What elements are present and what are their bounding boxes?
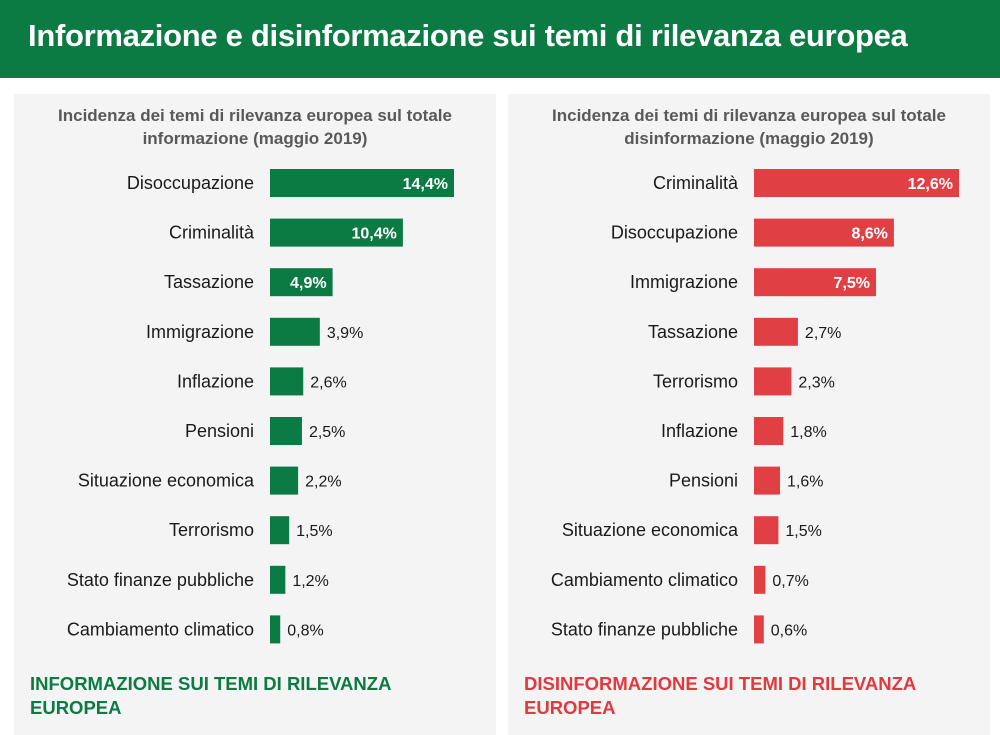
- disinformation-value-label: 2,7%: [805, 325, 841, 342]
- information-bar-row: Cambiamento climatico 0,8%: [67, 615, 324, 644]
- information-bar: [270, 565, 286, 594]
- disinformation-bar: [754, 417, 784, 445]
- disinformation-bar: [754, 218, 894, 247]
- information-bar-row: Criminalità 10,4%: [169, 218, 403, 247]
- information-value-label: 2,2%: [305, 474, 341, 491]
- disinformation-chart-title: Incidenza dei temi di rilevanza europea …: [552, 106, 946, 148]
- disinformation-bar: [754, 367, 792, 396]
- information-bar: [270, 417, 302, 445]
- information-bar-chart: Disoccupazione 14,4% Criminalità 10,4% Tassa…: [67, 169, 454, 644]
- disinformation-value-label: 8,6%: [851, 226, 887, 243]
- disinformation-category-label: Situazione economica: [562, 520, 739, 540]
- disinformation-bar: [754, 516, 779, 545]
- disinformation-footer-label: DISINFORMAZIONE SUI TEMI DI RILEVANZA EU…: [524, 673, 916, 718]
- disinformation-bar-row: Inflazione 1,8%: [661, 417, 827, 445]
- information-value-label: 2,6%: [310, 374, 346, 391]
- information-bar-row: Inflazione 2,6%: [177, 367, 347, 396]
- disinformation-bar-row: Situazione economica 1,5%: [562, 516, 822, 545]
- information-value-label: 3,9%: [327, 325, 363, 342]
- information-footer-label: INFORMAZIONE SUI TEMI DI RILEVANZA EUROP…: [30, 673, 391, 718]
- disinformation-bar-row: Immigrazione 7,5%: [630, 268, 877, 297]
- information-value-label: 14,4%: [403, 176, 448, 193]
- disinformation-bar: [754, 466, 781, 495]
- disinformation-bar-row: Criminalità 12,6%: [653, 169, 959, 197]
- information-bar-row: Terrorismo 1,5%: [169, 516, 333, 545]
- information-value-label: 0,8%: [287, 622, 323, 639]
- information-category-label: Situazione economica: [78, 471, 255, 491]
- information-bar: [270, 516, 290, 545]
- disinformation-bar-row: Terrorismo 2,3%: [653, 367, 835, 396]
- information-panel: Incidenza dei temi di rilevanza europea …: [14, 94, 496, 735]
- disinformation-bar: [754, 169, 959, 197]
- disinformation-category-label: Inflazione: [661, 421, 738, 441]
- disinformation-bar-row: Pensioni 1,6%: [669, 466, 824, 495]
- disinformation-category-label: Tassazione: [648, 322, 738, 342]
- disinformation-bar-row: Tassazione 2,7%: [648, 317, 841, 346]
- information-category-label: Cambiamento climatico: [67, 619, 254, 639]
- disinformation-value-label: 1,8%: [790, 424, 826, 441]
- information-bar: [270, 615, 281, 644]
- information-category-label: Criminalità: [169, 223, 255, 243]
- information-bar: [270, 367, 304, 396]
- information-category-label: Stato finanze pubbliche: [67, 570, 254, 590]
- disinformation-value-label: 7,5%: [834, 275, 870, 292]
- information-bar: [270, 317, 320, 346]
- information-bar-row: Immigrazione 3,9%: [146, 317, 363, 346]
- disinformation-category-label: Stato finanze pubbliche: [551, 619, 738, 639]
- information-category-label: Pensioni: [185, 421, 254, 441]
- information-bar-row: Situazione economica 2,2%: [78, 466, 342, 495]
- information-value-label: 2,5%: [309, 424, 345, 441]
- information-category-label: Disoccupazione: [127, 173, 254, 193]
- information-value-label: 1,5%: [296, 523, 332, 540]
- header-banner: Informazione e disinformazione sui temi …: [0, 0, 1000, 78]
- information-bar-row: Pensioni 2,5%: [185, 417, 345, 445]
- disinformation-value-label: 12,6%: [908, 176, 953, 193]
- disinformation-value-label: 0,6%: [771, 622, 807, 639]
- information-value-label: 10,4%: [352, 226, 397, 243]
- disinformation-bar: [754, 268, 877, 297]
- disinformation-bar-row: Stato finanze pubbliche 0,6%: [551, 615, 807, 644]
- disinformation-category-label: Pensioni: [669, 471, 738, 491]
- information-bar: [270, 268, 333, 297]
- information-bar: [270, 466, 299, 495]
- disinformation-value-label: 2,3%: [798, 374, 834, 391]
- disinformation-category-label: Criminalità: [653, 173, 739, 193]
- disinformation-bar: [754, 615, 764, 644]
- disinformation-bar: [754, 565, 766, 594]
- disinformation-value-label: 1,5%: [785, 523, 821, 540]
- disinformation-bar-row: Cambiamento climatico 0,7%: [551, 565, 809, 594]
- information-category-label: Tassazione: [164, 272, 254, 292]
- disinformation-panel: Incidenza dei temi di rilevanza europea …: [508, 94, 990, 735]
- information-category-label: Terrorismo: [169, 520, 254, 540]
- disinformation-bar-row: Disoccupazione 8,6%: [611, 218, 894, 247]
- disinformation-value-label: 0,7%: [772, 573, 808, 590]
- information-value-label: 4,9%: [290, 275, 326, 292]
- information-chart-title: Incidenza dei temi di rilevanza europea …: [58, 106, 452, 148]
- information-category-label: Immigrazione: [146, 322, 254, 342]
- disinformation-category-label: Cambiamento climatico: [551, 570, 738, 590]
- disinformation-bar: [754, 317, 798, 346]
- information-bar-row: Disoccupazione 14,4%: [127, 169, 454, 197]
- disinformation-category-label: Terrorismo: [653, 371, 738, 391]
- information-value-label: 1,2%: [292, 573, 328, 590]
- page-title: Informazione e disinformazione sui temi …: [28, 18, 908, 53]
- disinformation-bar-chart: Criminalità 12,6% Disoccupazione 8,6% Immigr…: [551, 169, 959, 644]
- disinformation-category-label: Immigrazione: [630, 272, 738, 292]
- information-bar: [270, 169, 454, 197]
- disinformation-value-label: 1,6%: [787, 474, 823, 491]
- information-bar: [270, 218, 403, 247]
- information-bar-row: Stato finanze pubbliche 1,2%: [67, 565, 329, 594]
- information-bar-row: Tassazione 4,9%: [164, 268, 333, 297]
- information-category-label: Inflazione: [177, 371, 254, 391]
- disinformation-category-label: Disoccupazione: [611, 223, 738, 243]
